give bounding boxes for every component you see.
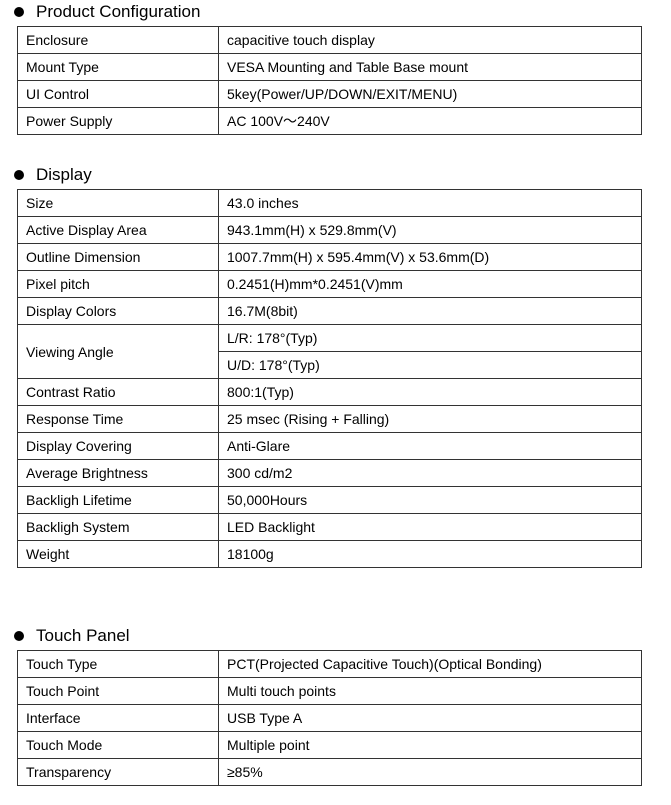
table-row: Display Covering Anti-Glare (17, 432, 642, 460)
spec-value: PCT(Projected Capacitive Touch)(Optical … (218, 650, 642, 678)
section-heading-display: Display (14, 165, 92, 185)
spec-key: Display Covering (17, 432, 219, 460)
table-row: Average Brightness 300 cd/m2 (17, 459, 642, 487)
spec-key: Outline Dimension (17, 243, 219, 271)
spec-key: Backligh System (17, 513, 219, 541)
table-row: Touch Point Multi touch points (17, 677, 642, 705)
table-row: Viewing Angle L/R: 178°(Typ) (17, 324, 642, 379)
spec-key: Active Display Area (17, 216, 219, 244)
section-heading-product-configuration: Product Configuration (14, 2, 200, 22)
spec-value: 300 cd/m2 (218, 459, 642, 487)
spec-key: Contrast Ratio (17, 378, 219, 406)
spec-key: Touch Point (17, 677, 219, 705)
spec-key: Average Brightness (17, 459, 219, 487)
spec-value: 943.1mm(H) x 529.8mm(V) (218, 216, 642, 244)
spec-value: 18100g (218, 540, 642, 568)
spec-value: U/D: 178°(Typ) (218, 351, 642, 379)
bullet-icon (14, 170, 24, 180)
spec-key: Response Time (17, 405, 219, 433)
display-table: Size 43.0 inches Active Display Area 943.1… (17, 189, 642, 568)
section-heading-touch-panel: Touch Panel (14, 626, 130, 646)
spec-key: UI Control (17, 80, 219, 108)
table-row: Power Supply AC 100V～240V (17, 107, 642, 135)
table-row: Mount Type VESA Mounting and Table Base m… (17, 53, 642, 81)
spec-value: USB Type A (218, 704, 642, 732)
table-row: Weight 18100g (17, 540, 642, 568)
spec-key: Transparency (17, 758, 219, 786)
bullet-icon (14, 7, 24, 17)
spec-value: VESA Mounting and Table Base mount (218, 53, 642, 81)
spec-value: 0.2451(H)mm*0.2451(V)mm (218, 270, 642, 298)
spec-value: 1007.7mm(H) x 595.4mm(V) x 53.6mm(D) (218, 243, 642, 271)
spec-key: Enclosure (17, 26, 219, 54)
spec-key: Display Colors (17, 297, 219, 325)
table-row: UI Control 5key(Power/UP/DOWN/EXIT/MENU) (17, 80, 642, 108)
spec-value: capacitive touch display (218, 26, 642, 54)
spec-value: ≥85% (218, 758, 642, 786)
table-row: Backligh Lifetime 50,000Hours (17, 486, 642, 514)
table-row: Transparency ≥85% (17, 758, 642, 786)
heading-text: Display (36, 165, 92, 184)
spec-key: Touch Type (17, 650, 219, 678)
spec-key: Size (17, 189, 219, 217)
spec-key: Touch Mode (17, 731, 219, 759)
spec-value: AC 100V～240V (218, 107, 642, 135)
spec-key: Viewing Angle (17, 324, 219, 379)
product-configuration-table: Enclosure capacitive touch display Mount … (17, 26, 642, 135)
table-row: Backligh System LED Backlight (17, 513, 642, 541)
table-row: Response Time 25 msec (Rising + Falling) (17, 405, 642, 433)
table-row: Size 43.0 inches (17, 189, 642, 217)
spec-value: L/R: 178°(Typ) (218, 324, 642, 352)
table-row: Outline Dimension 1007.7mm(H) x 595.4mm(V… (17, 243, 642, 271)
spec-value: 25 msec (Rising + Falling) (218, 405, 642, 433)
table-row: U/D: 178°(Typ) (18, 351, 642, 379)
heading-text: Product Configuration (36, 2, 201, 21)
table-row: Interface USB Type A (17, 704, 642, 732)
spec-key: Backligh Lifetime (17, 486, 219, 514)
spec-key: Power Supply (17, 107, 219, 135)
spec-key: Weight (17, 540, 219, 568)
table-row: Touch Mode Multiple point (17, 731, 642, 759)
table-row: Display Colors 16.7M(8bit) (17, 297, 642, 325)
spec-value: 16.7M(8bit) (218, 297, 642, 325)
touch-panel-table: Touch Type PCT(Projected Capacitive Touch… (17, 650, 642, 786)
spec-value: Anti-Glare (218, 432, 642, 460)
spec-value: 800:1(Typ) (218, 378, 642, 406)
spec-key: Mount Type (17, 53, 219, 81)
spec-key: Pixel pitch (17, 270, 219, 298)
table-row: Active Display Area 943.1mm(H) x 529.8mm(… (17, 216, 642, 244)
heading-text: Touch Panel (36, 626, 130, 645)
spec-key: Interface (17, 704, 219, 732)
spec-value: LED Backlight (218, 513, 642, 541)
spec-value: Multi touch points (218, 677, 642, 705)
table-row: Touch Type PCT(Projected Capacitive Touch… (17, 650, 642, 678)
spec-value: 5key(Power/UP/DOWN/EXIT/MENU) (218, 80, 642, 108)
table-row: Enclosure capacitive touch display (17, 26, 642, 54)
table-row: Contrast Ratio 800:1(Typ) (17, 378, 642, 406)
table-row: Pixel pitch 0.2451(H)mm*0.2451(V)mm (17, 270, 642, 298)
spec-value: 50,000Hours (218, 486, 642, 514)
spec-value: Multiple point (218, 731, 642, 759)
spec-value: 43.0 inches (218, 189, 642, 217)
bullet-icon (14, 631, 24, 641)
